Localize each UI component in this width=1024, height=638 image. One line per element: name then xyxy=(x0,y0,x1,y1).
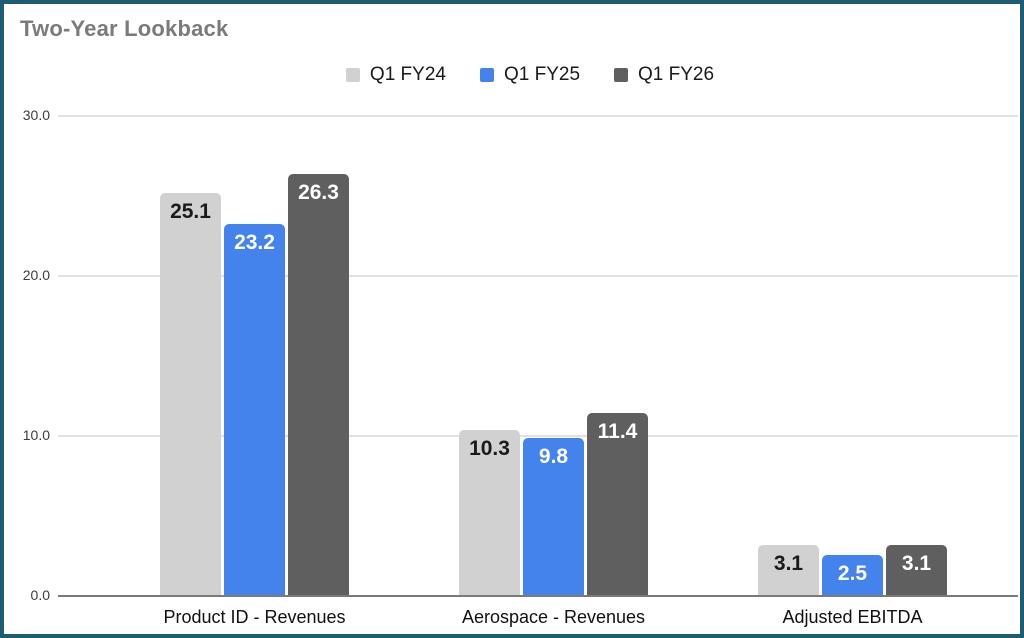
bar-q1fy25-product-id: 23.2 xyxy=(224,223,285,595)
bar-value-label: 26.3 xyxy=(298,181,339,205)
x-axis-labels: Product ID - Revenues Aerospace - Revenu… xyxy=(105,605,1002,629)
bar-q1fy24-product-id: 25.1 xyxy=(160,193,221,595)
legend-swatch-q1fy24 xyxy=(345,68,360,82)
chart-title: Two-Year Lookback xyxy=(20,16,229,41)
bar-group-adjusted-ebitda: 3.1 2.5 3.1 xyxy=(703,4,1002,595)
chart-canvas: Two-Year Lookback Q1 FY24 Q1 FY25 Q1 FY2… xyxy=(4,4,1020,634)
bar-value-label: 3.1 xyxy=(901,552,932,576)
y-tick-10: 10.0 xyxy=(22,427,50,443)
bar-value-label: 25.1 xyxy=(170,200,211,224)
legend-swatch-q1fy25 xyxy=(479,68,494,82)
axis-baseline xyxy=(58,595,1018,597)
bar-value-label: 3.1 xyxy=(773,552,804,576)
y-tick-20: 20.0 xyxy=(22,267,50,283)
bar-group-aerospace-revenues: 10.3 9.8 11.4 xyxy=(404,4,703,595)
legend-swatch-q1fy26 xyxy=(614,68,629,82)
bar-value-label: 9.8 xyxy=(538,445,569,469)
plot-area: 25.1 23.2 26.3 10.3 9.8 11.4 3.1 2.5 3.1 xyxy=(105,4,1002,595)
legend-item-q1fy26: Q1 FY26 xyxy=(614,64,714,86)
x-label-adjusted-ebitda: Adjusted EBITDA xyxy=(782,607,923,627)
bar-value-label: 23.2 xyxy=(234,230,275,254)
bar-q1fy26-ebitda: 3.1 xyxy=(886,545,947,595)
legend-label: Q1 FY26 xyxy=(638,64,715,85)
legend-label: Q1 FY24 xyxy=(369,64,446,85)
bar-value-label: 2.5 xyxy=(837,562,868,585)
bar-value-label: 10.3 xyxy=(469,437,510,461)
legend: Q1 FY24 Q1 FY25 Q1 FY26 xyxy=(22,64,1020,86)
gridline-10 xyxy=(58,435,1018,437)
bar-q1fy25-ebitda: 2.5 xyxy=(822,555,883,595)
x-label-aerospace-revenues: Aerospace - Revenues xyxy=(461,607,646,627)
bar-value-label: 11.4 xyxy=(597,419,638,443)
x-label-product-id-revenues: Product ID - Revenues xyxy=(163,607,346,627)
bar-q1fy25-aerospace: 9.8 xyxy=(523,438,584,595)
bar-q1fy26-product-id: 26.3 xyxy=(288,174,349,595)
bar-q1fy24-aerospace: 10.3 xyxy=(459,430,520,595)
y-tick-0: 0.0 xyxy=(30,587,50,603)
legend-item-q1fy25: Q1 FY25 xyxy=(479,64,581,86)
gridline-30 xyxy=(58,115,1018,117)
gridline-20 xyxy=(58,275,1018,277)
legend-item-q1fy24: Q1 FY24 xyxy=(345,64,446,86)
bar-q1fy24-ebitda: 3.1 xyxy=(758,545,819,595)
legend-label: Q1 FY25 xyxy=(503,64,581,85)
y-tick-30: 30.0 xyxy=(22,107,50,123)
bar-q1fy26-aerospace: 11.4 xyxy=(587,412,648,595)
bar-group-product-id-revenues: 25.1 23.2 26.3 xyxy=(105,4,404,595)
